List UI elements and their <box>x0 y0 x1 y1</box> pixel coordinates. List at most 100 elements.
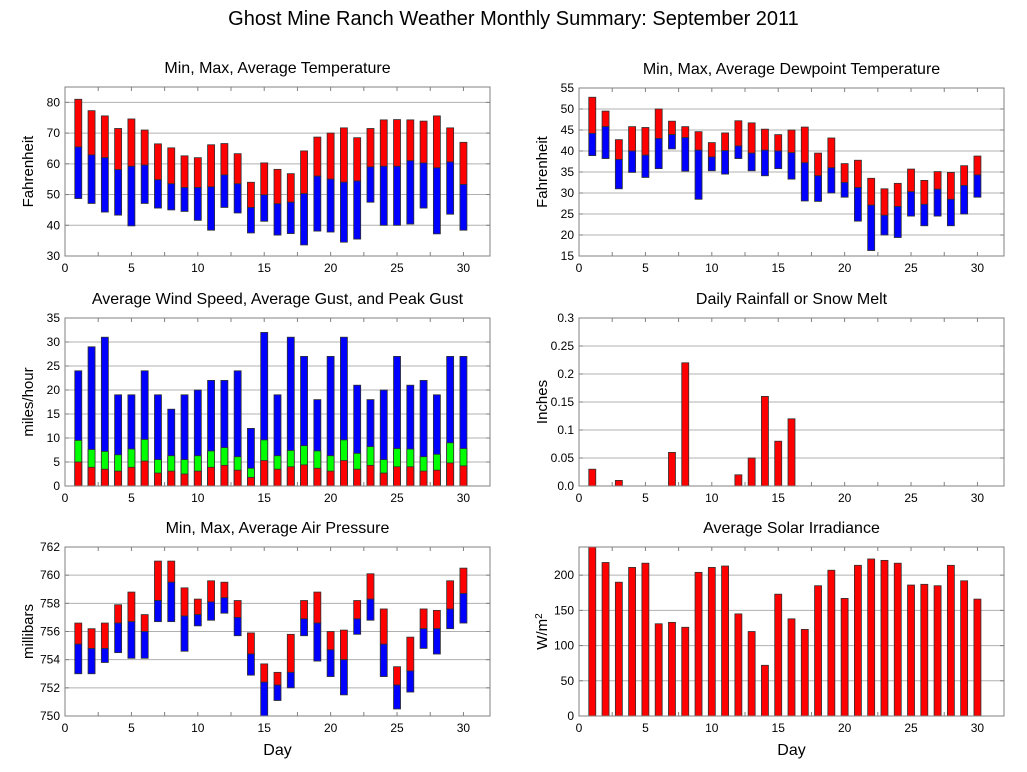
bar-solar-irradiance <box>893 562 902 717</box>
bar-min-segment <box>707 156 716 172</box>
y-tick-label: 0.1 <box>557 423 574 437</box>
bar-solar-irradiance <box>946 564 955 717</box>
y-axis-label-superscript: 2 <box>534 613 545 619</box>
bar-solar-irradiance <box>933 585 942 717</box>
bar-rainfall <box>761 395 769 487</box>
bar-min-segment <box>74 146 83 199</box>
y-tick-label: 15 <box>47 407 61 421</box>
x-tick-label: 5 <box>128 261 135 275</box>
y-tick-label: 0.2 <box>557 367 574 381</box>
bar-min-segment <box>273 203 282 236</box>
bar-min-segment <box>933 188 942 217</box>
plot-frame <box>578 546 1005 717</box>
bar-min-segment <box>247 207 255 234</box>
bar-rainfall <box>747 457 756 487</box>
bar-solar-irradiance <box>920 583 929 717</box>
chart-pressure: Min, Max, Average Air Pressure 750 752 754 7… <box>20 520 491 759</box>
bar-max-segment <box>432 115 441 169</box>
bar-max-segment <box>973 155 982 176</box>
bar-max-segment <box>654 108 663 139</box>
bar-solar-irradiance <box>774 593 783 717</box>
bar-min-segment <box>74 643 83 675</box>
bar-min-segment <box>353 180 362 240</box>
bar-max-segment <box>814 152 822 177</box>
y-tick-label: 25 <box>47 359 61 373</box>
bar-rainfall <box>787 418 796 487</box>
x-tick-label: 20 <box>838 261 852 275</box>
bar-min-segment <box>747 152 756 172</box>
bar-max-segment <box>167 147 176 185</box>
y-tick-label: 25 <box>561 207 575 221</box>
bar-average-wind-speed <box>432 469 441 487</box>
bar-min-segment <box>87 648 96 675</box>
x-tick-label: 30 <box>971 491 985 505</box>
chart-title: Min, Max, Average Temperature <box>164 60 390 77</box>
bar-solar-irradiance <box>761 664 769 717</box>
bar-max-segment <box>247 632 255 655</box>
bar-min-segment <box>459 593 468 624</box>
bar-max-segment <box>233 600 242 618</box>
bar-min-segment <box>140 631 149 659</box>
bar-average-wind-speed <box>74 461 83 487</box>
bar-min-segment <box>207 601 215 621</box>
chart-title: Min, Max, Average Dewpoint Temperature <box>643 61 940 78</box>
bar-min-segment <box>694 149 703 200</box>
bar-max-segment <box>220 581 229 599</box>
bar-solar-irradiance <box>654 623 663 717</box>
bar-max-segment <box>946 172 955 200</box>
bar-max-segment <box>880 188 889 216</box>
bar-min-segment <box>840 182 849 198</box>
y-axis-label: Inches <box>534 380 551 424</box>
x-tick-label: 10 <box>191 491 205 505</box>
main-title: Ghost Mine Ranch Weather Monthly Summary… <box>228 8 799 30</box>
bar-min-segment <box>774 150 783 170</box>
bar-max-segment <box>140 129 149 166</box>
bar-solar-irradiance <box>628 567 637 717</box>
bar-min-segment <box>180 615 189 652</box>
bar-solar-irradiance <box>694 571 703 717</box>
y-tick-label: 35 <box>561 165 575 179</box>
bar-min-segment <box>100 648 109 663</box>
bar-solar-irradiance <box>641 562 650 717</box>
bar-min-segment <box>340 181 348 243</box>
bar-average-wind-speed <box>260 460 269 487</box>
bar-min-segment <box>432 167 441 235</box>
bar-min-segment <box>180 187 189 212</box>
y-axis-label: W/m2 <box>534 613 552 650</box>
bar-min-segment <box>260 194 269 222</box>
bar-min-segment <box>366 166 375 203</box>
bar-min-segment <box>379 643 388 677</box>
bar-solar-irradiance <box>840 598 849 717</box>
bar-min-segment <box>366 598 375 621</box>
bar-max-segment <box>74 98 83 148</box>
x-tick-label: 15 <box>258 721 272 735</box>
x-tick-label: 25 <box>904 721 918 735</box>
bar-max-segment <box>273 671 282 686</box>
y-axis-label: Fahrenheit <box>534 135 551 208</box>
y-tick-label: 80 <box>47 95 61 109</box>
bar-max-segment <box>300 600 308 620</box>
x-axis-label: Day <box>777 742 805 759</box>
bar-min-segment <box>654 137 663 170</box>
bar-max-segment <box>167 560 176 583</box>
bar-average-wind-speed <box>353 468 362 487</box>
bar-min-segment <box>960 185 969 215</box>
x-tick-label: 15 <box>772 261 786 275</box>
bar-min-segment <box>247 653 255 676</box>
bar-solar-irradiance <box>827 569 836 717</box>
bar-min-segment <box>419 628 428 649</box>
y-tick-label: 752 <box>40 681 60 695</box>
bar-max-segment <box>628 126 637 152</box>
x-tick-label: 25 <box>904 261 918 275</box>
y-tick-label: 762 <box>40 540 60 554</box>
bar-solar-irradiance <box>668 621 676 717</box>
bar-min-segment <box>406 160 415 225</box>
bar-average-wind-speed <box>87 466 96 487</box>
bar-max-segment <box>734 120 743 147</box>
bar-max-segment <box>393 666 401 686</box>
bar-rainfall <box>774 440 783 487</box>
bar-min-segment <box>419 162 428 209</box>
bar-max-segment <box>761 128 769 151</box>
bar-solar-irradiance <box>681 626 690 717</box>
chart-wind: Average Wind Speed, Average Gust, and Pe… <box>20 291 491 505</box>
